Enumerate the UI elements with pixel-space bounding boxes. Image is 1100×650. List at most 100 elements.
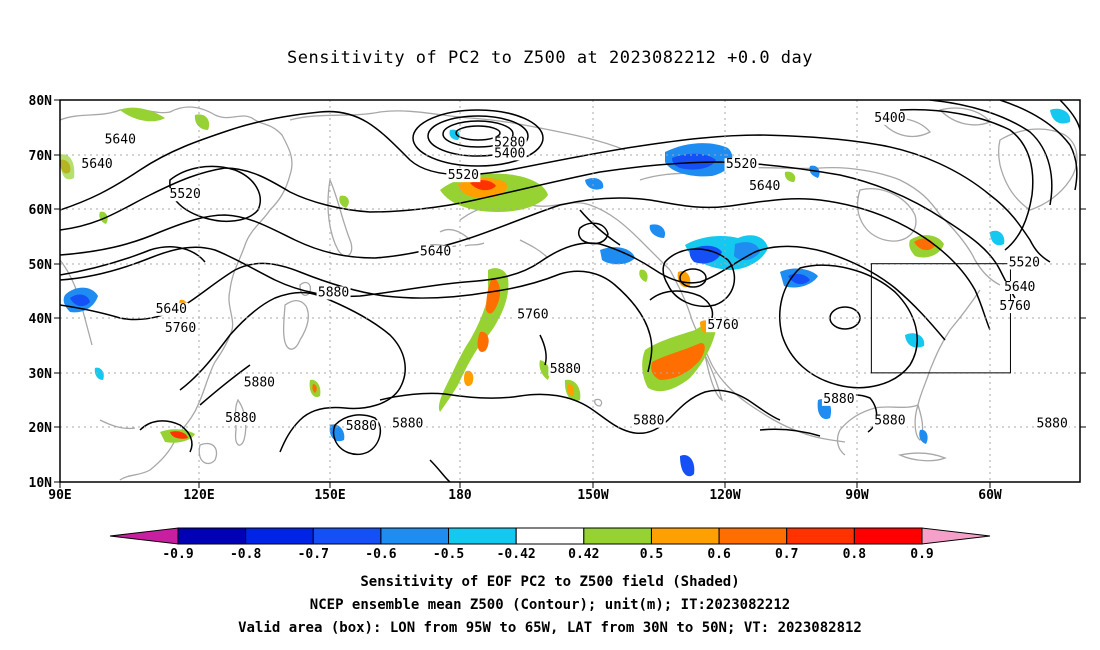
contour-label: 5400 xyxy=(494,146,525,161)
contour-label: 5520 xyxy=(726,157,757,172)
contour-label: 5640 xyxy=(105,133,136,148)
contour-label: 5640 xyxy=(749,179,780,194)
contour-label: 5520 xyxy=(448,168,479,183)
contour-label: 5280 xyxy=(494,135,525,150)
lon-label: 90E xyxy=(48,488,71,503)
contour-label-bg xyxy=(492,147,527,161)
contour-label-bg xyxy=(154,302,189,316)
contour-label-bg xyxy=(872,414,907,428)
colorbar-tick-label: -0.5 xyxy=(433,547,464,562)
colorbar-segment xyxy=(448,527,517,545)
contour-label-bg xyxy=(998,300,1033,314)
caption-line-2: NCEP ensemble mean Z500 (Contour); unit(… xyxy=(309,597,791,613)
contour-label: 5880 xyxy=(823,392,854,407)
colorbar-segment xyxy=(245,527,314,545)
contour-label-bg xyxy=(1035,417,1070,431)
lat-label: 10N xyxy=(29,476,53,491)
lat-label: 40N xyxy=(29,312,53,327)
contour-label-bg xyxy=(515,308,550,322)
colorbar-tick-label: 0.9 xyxy=(910,547,933,562)
lon-label: 60W xyxy=(978,488,1002,503)
lat-label: 80N xyxy=(29,94,53,109)
colorbar-segment xyxy=(853,527,923,545)
lon-label: 120W xyxy=(709,488,740,503)
colorbar-segment xyxy=(177,527,247,545)
contour-label: 5760 xyxy=(517,307,548,322)
contour-label-bg xyxy=(103,133,138,147)
contour-label: 5880 xyxy=(244,376,275,391)
contour-label-bg xyxy=(223,411,258,425)
chart-title: Sensitivity of PC2 to Z500 at 2023082212… xyxy=(286,48,813,68)
contour-label: 5880 xyxy=(346,419,377,434)
contour-label: 5520 xyxy=(1009,255,1040,270)
colorbar-segment xyxy=(312,527,382,545)
lon-label: 180 xyxy=(448,488,472,503)
grid-lines xyxy=(60,100,1080,482)
lat-label: 70N xyxy=(29,149,53,164)
caption-line-1: Sensitivity of EOF PC2 to Z500 field (Sh… xyxy=(360,574,740,590)
contour-label-bg xyxy=(390,417,425,431)
colorbar-tick-label: -0.9 xyxy=(162,547,193,562)
colorbar: -0.9 -0.8 -0.7 -0.6 -0.5 -0.42 0.42 0.5 0.6 0.7 0.… xyxy=(109,527,991,562)
colorbar-segment xyxy=(650,527,720,545)
contour-label: 5760 xyxy=(165,321,196,336)
contour-label-bg xyxy=(706,319,740,333)
contour-label: 5880 xyxy=(318,285,349,300)
contour-label-bg xyxy=(1007,256,1042,270)
lat-label: 60N xyxy=(29,203,53,218)
lat-label: 30N xyxy=(29,367,53,382)
contour-label: 5880 xyxy=(633,414,664,429)
colorbar-tick-label: 0.8 xyxy=(843,547,867,562)
contour-label: 5880 xyxy=(874,414,905,429)
colorbar-tick-label: -0.42 xyxy=(497,547,536,562)
colorbar-segment xyxy=(515,527,585,545)
contour-label: 5760 xyxy=(707,318,738,333)
contour-label-bg xyxy=(418,245,453,259)
axis-ticks xyxy=(54,99,1086,488)
contour-label-bg xyxy=(168,188,203,202)
contour-label: 5760 xyxy=(999,299,1030,314)
contour-label-bg xyxy=(821,392,856,406)
lon-label: 90W xyxy=(845,488,869,503)
colorbar-tick-label: -0.6 xyxy=(365,547,396,562)
contour-label-bg xyxy=(631,414,666,428)
contour-label-bg xyxy=(747,180,782,194)
plot-area xyxy=(60,100,1080,482)
colorbar-tick-label: 0.7 xyxy=(775,547,798,562)
valid-area-box xyxy=(870,263,1011,374)
colorbar-tick-label: 0.42 xyxy=(568,547,599,562)
contour-label: 5880 xyxy=(225,411,256,426)
contour-label-bg xyxy=(80,158,115,172)
contour-label: 5640 xyxy=(81,157,112,172)
contour-labels: 5640564055205280540055205520564054005640… xyxy=(80,111,1070,434)
contour-label-bg xyxy=(724,158,759,172)
contour-label: 5640 xyxy=(156,302,187,317)
plot-frame xyxy=(59,99,1081,483)
contour-label-bg xyxy=(316,286,351,300)
contour-label: 5520 xyxy=(170,187,201,202)
lon-label: 120E xyxy=(183,488,214,503)
longitude-labels: 90E 120E 150E 180 150W 120W 90W 60W xyxy=(48,488,1002,503)
lon-label: 150E xyxy=(314,488,345,503)
contour-label-bg xyxy=(163,321,198,335)
colorbar-segment xyxy=(786,527,855,545)
lon-label: 150W xyxy=(577,488,608,503)
contour-label: 5880 xyxy=(392,416,423,431)
z500-contours xyxy=(60,100,1080,482)
contour-label-bg xyxy=(872,111,907,125)
contour-label-bg xyxy=(548,362,583,376)
latitude-labels: 10N 20N 30N 40N 50N 60N 70N 80N xyxy=(29,94,53,491)
contour-label-bg xyxy=(1002,281,1037,294)
colorbar-segment xyxy=(583,527,652,545)
contour-label: 5880 xyxy=(550,362,581,377)
sensitivity-shading xyxy=(60,107,1071,477)
colorbar-tick-label: -0.8 xyxy=(230,547,261,562)
contour-label-bg xyxy=(344,420,379,434)
contour-label: 5640 xyxy=(1004,280,1035,295)
colorbar-low-extension xyxy=(109,527,179,545)
colorbar-segment xyxy=(380,527,450,545)
lat-label: 20N xyxy=(29,421,53,436)
colorbar-high-extension xyxy=(921,527,991,545)
contour-label: 5880 xyxy=(1037,416,1068,431)
